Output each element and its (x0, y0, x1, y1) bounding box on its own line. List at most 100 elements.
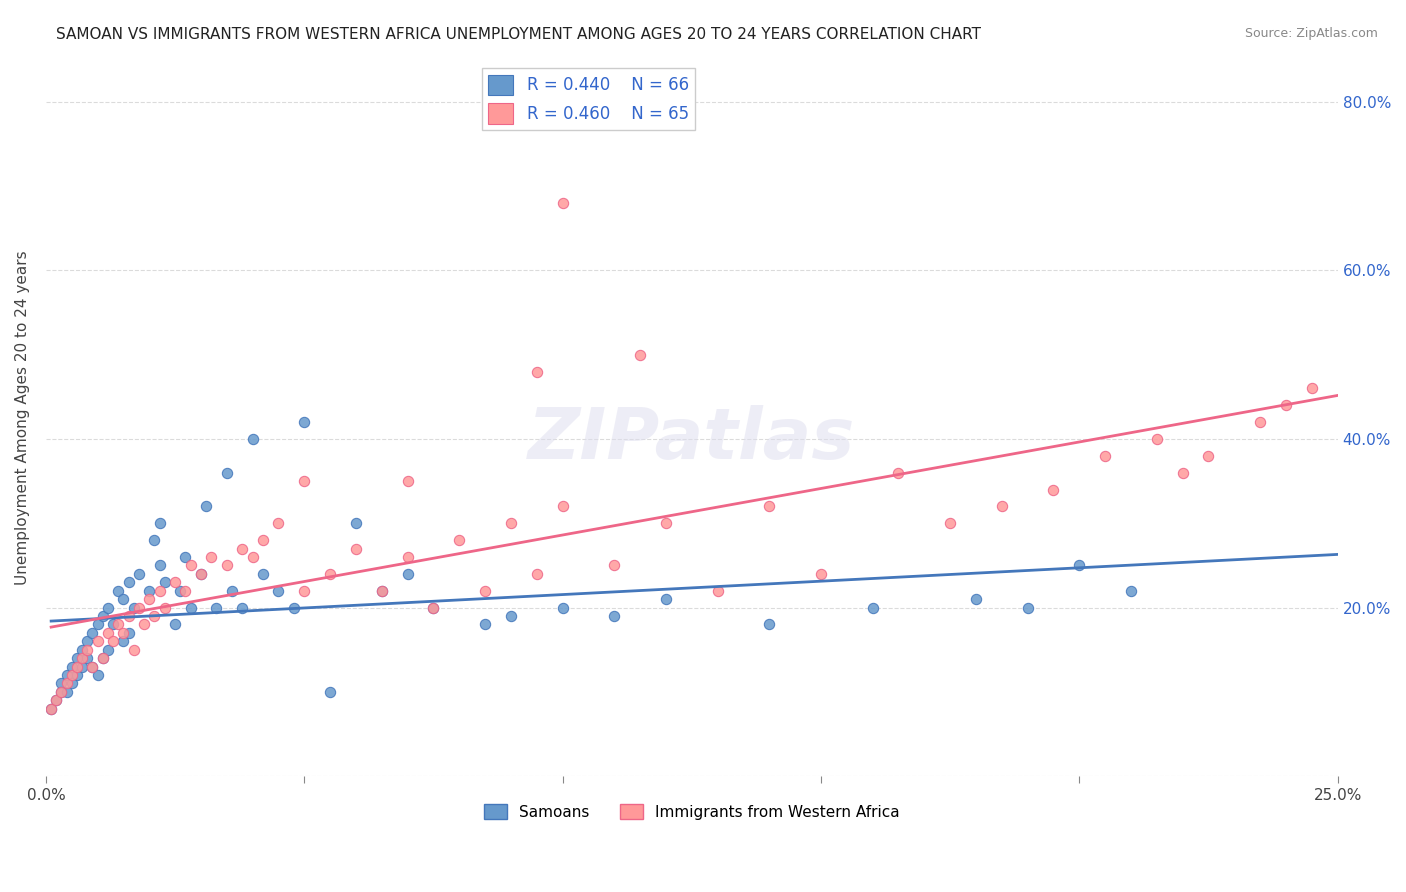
Point (190, 566, 212, 581)
Point (965, 592, 987, 607)
Point (1275, 398, 1298, 412)
Point (117, 609, 139, 624)
Point (112, 592, 135, 607)
Point (45, 693, 67, 707)
Point (112, 625, 135, 640)
Point (221, 583, 243, 598)
Point (1042, 483, 1064, 497)
Point (122, 600, 145, 615)
Point (231, 600, 253, 615)
Point (101, 617, 124, 632)
Point (66, 651, 89, 665)
Point (60, 676, 83, 690)
Point (138, 583, 160, 598)
Point (70, 642, 93, 657)
Point (252, 566, 274, 581)
Point (149, 516, 172, 531)
Point (107, 617, 129, 632)
Point (1017, 600, 1039, 615)
Point (939, 516, 962, 531)
Point (169, 583, 191, 598)
Point (526, 566, 548, 581)
Point (82, 625, 104, 640)
Point (396, 566, 419, 581)
Point (499, 609, 522, 624)
Point (82, 659, 104, 673)
Point (887, 466, 910, 480)
Point (91, 609, 114, 624)
Point (551, 195, 574, 210)
Point (153, 600, 176, 615)
Point (215, 466, 238, 480)
Point (55, 668, 77, 682)
Point (51, 685, 73, 699)
Point (86, 668, 108, 682)
Point (655, 592, 678, 607)
Point (292, 583, 315, 598)
Point (153, 575, 176, 590)
Point (117, 575, 139, 590)
Point (70, 659, 93, 673)
Point (149, 583, 172, 598)
Point (371, 583, 394, 598)
Point (134, 617, 156, 632)
Point (1171, 466, 1194, 480)
Point (180, 558, 202, 573)
Point (66, 659, 89, 673)
Point (231, 541, 253, 556)
Point (1119, 583, 1142, 598)
Point (70, 651, 93, 665)
Point (551, 500, 574, 514)
Point (200, 549, 222, 564)
Point (1069, 558, 1091, 573)
Point (283, 600, 305, 615)
Point (758, 617, 780, 632)
Point (267, 516, 290, 531)
Point (319, 566, 342, 581)
Point (252, 533, 274, 548)
Point (51, 676, 73, 690)
Point (122, 642, 145, 657)
Point (292, 415, 315, 429)
Point (292, 474, 315, 488)
Point (97, 600, 120, 615)
Point (706, 583, 728, 598)
Point (242, 549, 264, 564)
Point (862, 600, 884, 615)
Point (76, 651, 98, 665)
Point (1249, 415, 1271, 429)
Point (449, 533, 471, 548)
Point (91, 651, 114, 665)
Point (55, 676, 77, 690)
Point (55, 685, 77, 699)
Point (39, 702, 62, 716)
Point (1301, 381, 1323, 395)
Text: ZIPatlas: ZIPatlas (529, 405, 855, 474)
Point (39, 702, 62, 716)
Point (138, 592, 160, 607)
Text: Source: ZipAtlas.com: Source: ZipAtlas.com (1244, 27, 1378, 40)
Point (344, 516, 367, 531)
Point (810, 566, 832, 581)
Point (526, 365, 548, 379)
Point (165, 617, 187, 632)
Point (97, 625, 120, 640)
Legend: Samoans, Immigrants from Western Africa: Samoans, Immigrants from Western Africa (478, 797, 905, 826)
Point (422, 600, 444, 615)
Point (195, 500, 218, 514)
Point (91, 651, 114, 665)
Point (371, 583, 394, 598)
Point (1094, 449, 1116, 463)
Point (267, 583, 290, 598)
Point (128, 566, 150, 581)
Point (165, 575, 187, 590)
Point (242, 432, 264, 446)
Point (60, 659, 83, 673)
Point (422, 600, 444, 615)
Point (551, 600, 574, 615)
Point (51, 685, 73, 699)
Point (86, 617, 108, 632)
Point (215, 558, 238, 573)
Point (174, 549, 197, 564)
Point (107, 583, 129, 598)
